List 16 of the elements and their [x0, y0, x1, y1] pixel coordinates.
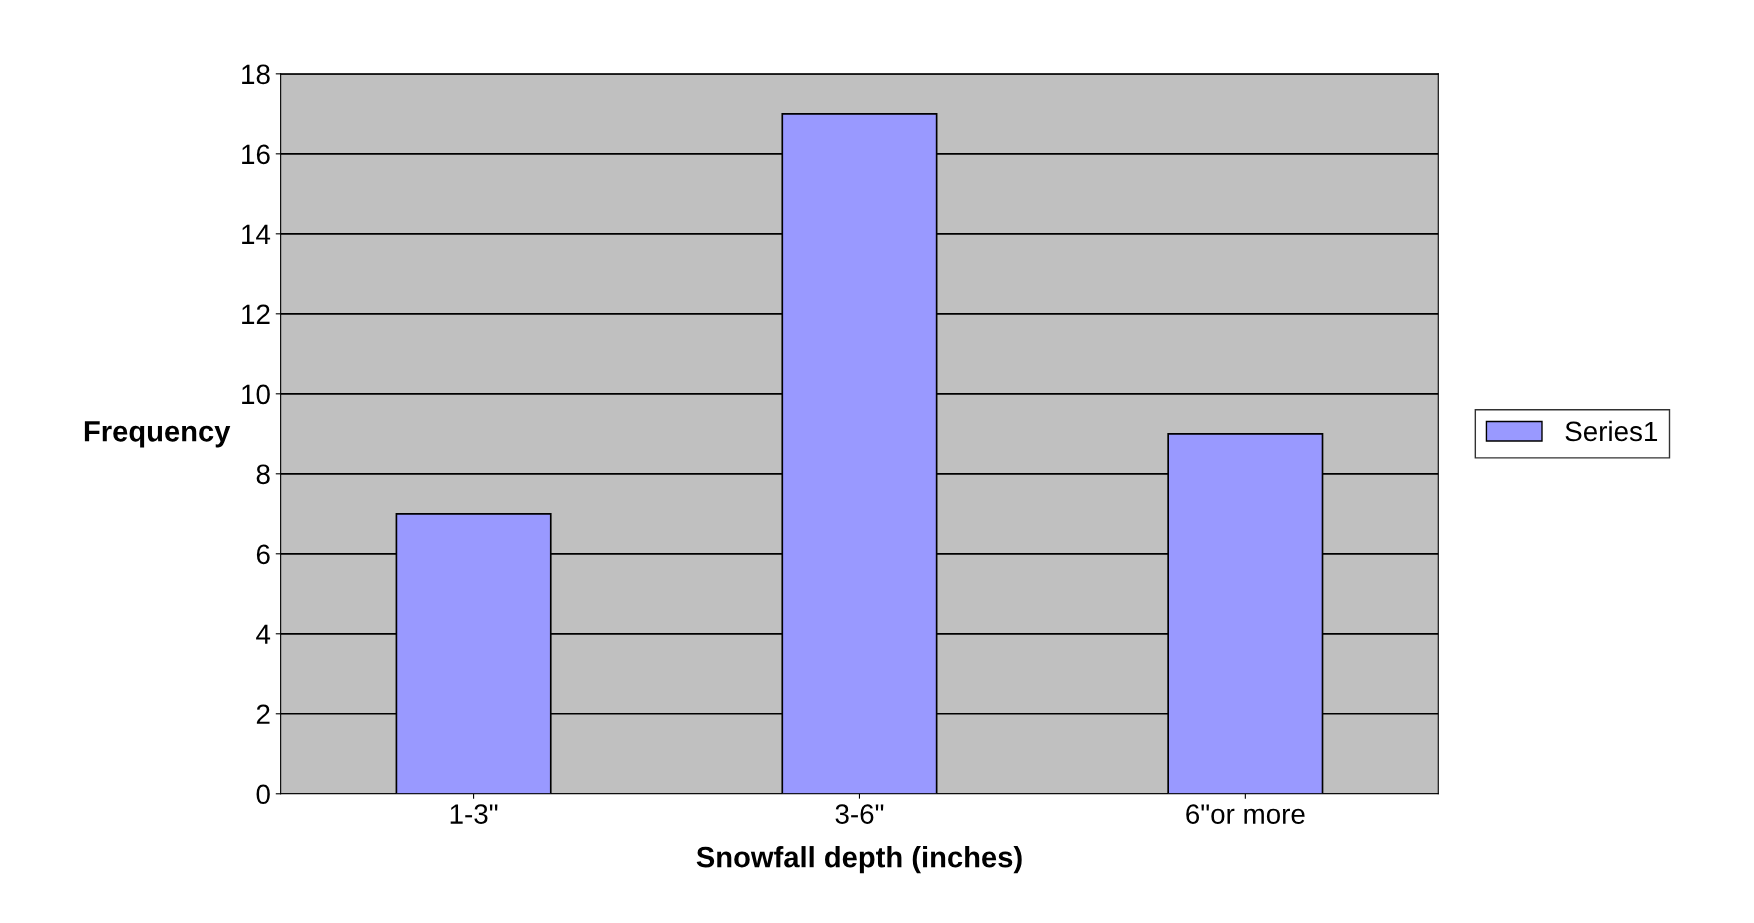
y-tick-label: 8 — [256, 464, 270, 485]
x-tick-label: 6"or more — [1186, 804, 1305, 824]
y-tick-label: 14 — [242, 224, 271, 244]
x-tick-label: 3-6" — [835, 804, 884, 824]
y-tick-label: 18 — [242, 64, 270, 85]
y-tick-label: 16 — [242, 144, 270, 165]
y-tick-label: 12 — [242, 304, 270, 324]
y-tick-label: 2 — [256, 704, 270, 724]
legend-label: Series1 — [1565, 420, 1658, 442]
y-tick-label: 0 — [256, 784, 270, 805]
y-axis-title: Frequency — [84, 421, 231, 448]
y-tick-label: 4 — [256, 624, 271, 644]
y-tick-label: 10 — [242, 384, 270, 405]
x-axis-title: Snowfall depth (inches) — [696, 846, 1022, 874]
x-tick-label: 1-3" — [450, 804, 498, 824]
y-tick-label: 6 — [256, 544, 270, 565]
